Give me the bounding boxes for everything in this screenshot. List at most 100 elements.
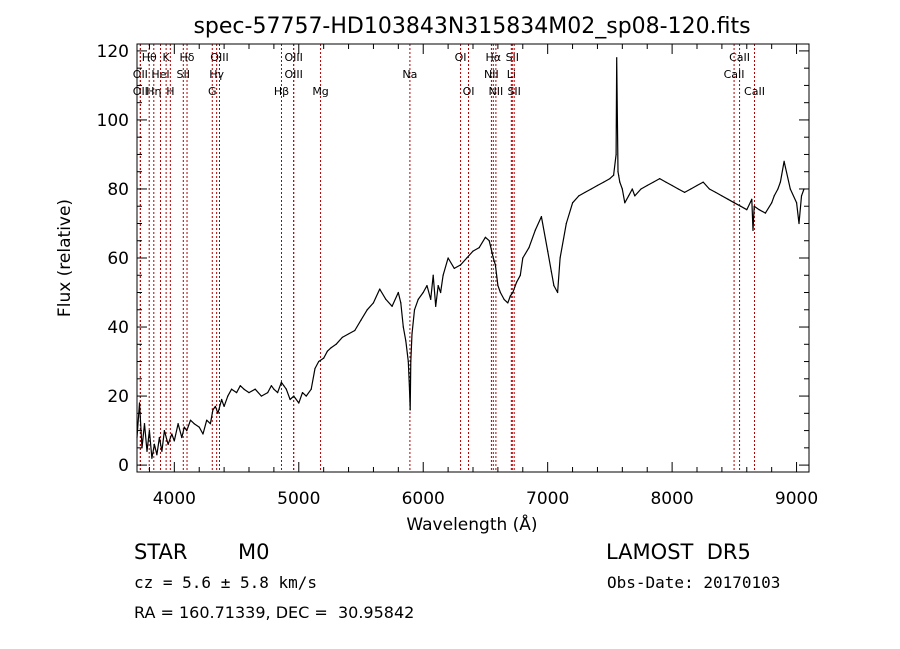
spectrum-point [212,409,214,411]
spectrum-point [379,288,381,290]
spectrum-point [478,247,480,249]
spectrum-point [547,250,549,252]
spectrum-point [708,188,711,190]
y-tick-label: 20 [107,387,129,407]
plot-frame [136,43,810,473]
y-tick-label: 100 [97,111,129,131]
x-tick-label: 4000 [153,489,196,509]
spectrum-point [435,305,437,307]
spectrum-point [298,402,300,404]
spectrum-point [627,195,630,197]
spectrum-point [764,212,767,214]
spectrum-point [158,436,160,439]
spectrum-point [153,443,156,445]
spectrum-line [136,57,805,459]
spectrum-point [800,195,803,197]
spectrum-point [171,433,173,435]
spectrum-point [301,392,304,394]
spectrum-point [497,285,499,287]
x-tick-label: 9000 [775,489,818,509]
spectrum-point [646,184,648,187]
spectrum-point [417,298,419,301]
spectrum-point [260,395,263,397]
spectrum-point [323,357,325,359]
spectrum-point [466,257,468,259]
spectrum-point [360,319,362,321]
spectrum-point [491,250,493,252]
spectrum-point [488,240,490,242]
spectrum-point [156,454,158,456]
spectrum-point [318,360,320,363]
spectrum-point [702,181,704,183]
spectrum-point [422,291,424,294]
spectrum-point [640,188,642,190]
line-marker-label: OI [455,51,467,64]
spectrum-point [267,392,269,394]
line-marker-label: SII [507,85,520,98]
spectrum-point [148,429,151,432]
spectrum-series [136,57,805,459]
spectrum-point [617,171,619,173]
spectrum-point [758,209,760,211]
spectrum-point [727,198,729,200]
spectrum-point [771,202,773,204]
spectrum-point [410,360,412,363]
spectrum-point [540,215,543,218]
spectrum-point [397,291,399,294]
spectrum-point [181,436,183,439]
spectrum-point [354,329,356,332]
spectrum-point [206,419,208,421]
spectrum-point [161,450,163,452]
line-marker-label: CaII [724,68,745,81]
spectrum-point [447,257,449,259]
line-marker-label: Mg [312,85,328,98]
spectrum-point [289,398,291,401]
spectrum-point [690,188,692,190]
spectrum-point [221,398,223,401]
line-marker-label: G [208,85,217,98]
line-marker-label: H [166,85,174,98]
spectrum-point [553,285,555,287]
spectrum-point [198,426,200,428]
spectrum-point [751,198,753,200]
spectrum-point [798,222,800,225]
spectrum-point [223,405,225,408]
spectrum-point [413,309,416,311]
spectrum-point [437,285,439,287]
spectrum-point [609,178,611,180]
spectrum-point [624,202,626,204]
spectrum-point [773,195,775,197]
spectrum-point [596,184,599,187]
spectrum-point [618,174,620,176]
spectrum-point [442,274,444,276]
line-marker-label: OI [463,85,475,98]
line-marker-label: Hβ [274,85,289,98]
spectrum-point [347,333,350,335]
spectrum-point [209,423,212,425]
line-marker-label: Hθ [142,51,157,64]
spectrum-point [603,181,605,183]
spectrum-point [280,381,282,383]
line-marker-label: CaII [744,85,765,98]
spectrum-point [665,181,667,183]
spectrum-point [615,153,617,156]
spectrum-point [283,385,285,387]
spectrum-point [671,184,673,187]
spectrum-point [186,429,188,432]
spectrum-point [326,350,328,352]
spectrum-point [515,281,518,283]
line-marker-label: Hη [146,85,161,98]
spectrum-point [305,395,307,397]
y-tick-label: 0 [118,456,129,476]
spectrum-point [659,178,661,180]
spectrum-point [239,385,241,387]
y-tick-label: 60 [107,249,129,269]
spectrum-point [565,222,567,225]
spectrum-point [696,184,698,187]
spectrum-point [631,188,633,190]
spectrum-point [739,205,742,207]
spectrum-point [411,333,413,335]
spectrum-point [335,343,337,345]
spectrum-point [273,388,275,390]
